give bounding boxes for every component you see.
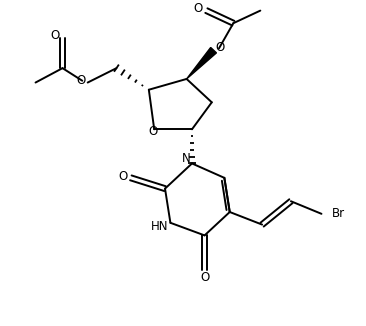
Text: O: O — [118, 170, 128, 183]
Polygon shape — [187, 48, 216, 79]
Text: O: O — [194, 2, 203, 15]
Text: HN: HN — [151, 220, 168, 233]
Text: Br: Br — [332, 207, 346, 220]
Text: O: O — [76, 74, 86, 87]
Text: O: O — [201, 271, 210, 284]
Text: O: O — [149, 125, 158, 138]
Text: O: O — [216, 41, 225, 54]
Text: O: O — [50, 29, 59, 42]
Text: N: N — [182, 152, 191, 165]
